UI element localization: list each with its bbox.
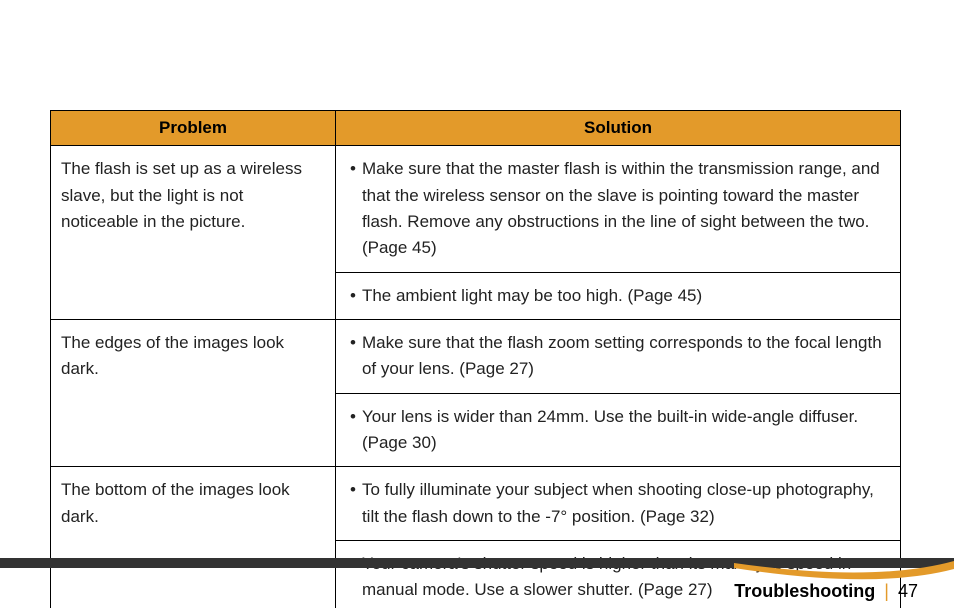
table-header-row: Problem Solution — [51, 111, 901, 146]
solution-item: • Your lens is wider than 24mm. Use the … — [336, 393, 900, 467]
solution-text: To fully illuminate your subject when sh… — [362, 477, 886, 530]
page-footer: Troubleshooting | 47 — [0, 558, 954, 608]
column-header-solution: Solution — [336, 111, 901, 146]
footer-section-title: Troubleshooting — [734, 581, 875, 601]
solution-item: • To fully illuminate your subject when … — [336, 467, 900, 540]
bullet-icon: • — [350, 477, 362, 530]
problem-cell: The flash is set up as a wireless slave,… — [51, 146, 336, 320]
troubleshooting-table: Problem Solution The flash is set up as … — [50, 110, 901, 608]
solution-item: • Make sure that the master flash is wit… — [336, 146, 900, 271]
footer-text: Troubleshooting | 47 — [734, 581, 918, 602]
solution-cell: • Make sure that the flash zoom setting … — [336, 320, 901, 467]
bullet-icon: • — [350, 330, 362, 383]
problem-cell: The edges of the images look dark. — [51, 320, 336, 467]
solution-list: • Make sure that the master flash is wit… — [336, 146, 900, 319]
table-row: The edges of the images look dark. • Mak… — [51, 320, 901, 467]
document-page: Problem Solution The flash is set up as … — [0, 0, 954, 608]
column-header-problem: Problem — [51, 111, 336, 146]
solution-text: Make sure that the master flash is withi… — [362, 156, 886, 261]
troubleshooting-table-wrap: Problem Solution The flash is set up as … — [50, 110, 900, 608]
bullet-icon: • — [350, 404, 362, 457]
table-row: The flash is set up as a wireless slave,… — [51, 146, 901, 320]
solution-cell: • Make sure that the master flash is wit… — [336, 146, 901, 320]
solution-item: • Make sure that the flash zoom setting … — [336, 320, 900, 393]
footer-page-number: 47 — [898, 581, 918, 601]
solution-text: The ambient light may be too high. (Page… — [362, 283, 886, 309]
solution-item: • The ambient light may be too high. (Pa… — [336, 272, 900, 319]
solution-list: • Make sure that the flash zoom setting … — [336, 320, 900, 466]
solution-text: Your lens is wider than 24mm. Use the bu… — [362, 404, 886, 457]
bullet-icon: • — [350, 156, 362, 261]
bullet-icon: • — [350, 283, 362, 309]
solution-text: Make sure that the flash zoom setting co… — [362, 330, 886, 383]
footer-divider: | — [880, 581, 893, 601]
